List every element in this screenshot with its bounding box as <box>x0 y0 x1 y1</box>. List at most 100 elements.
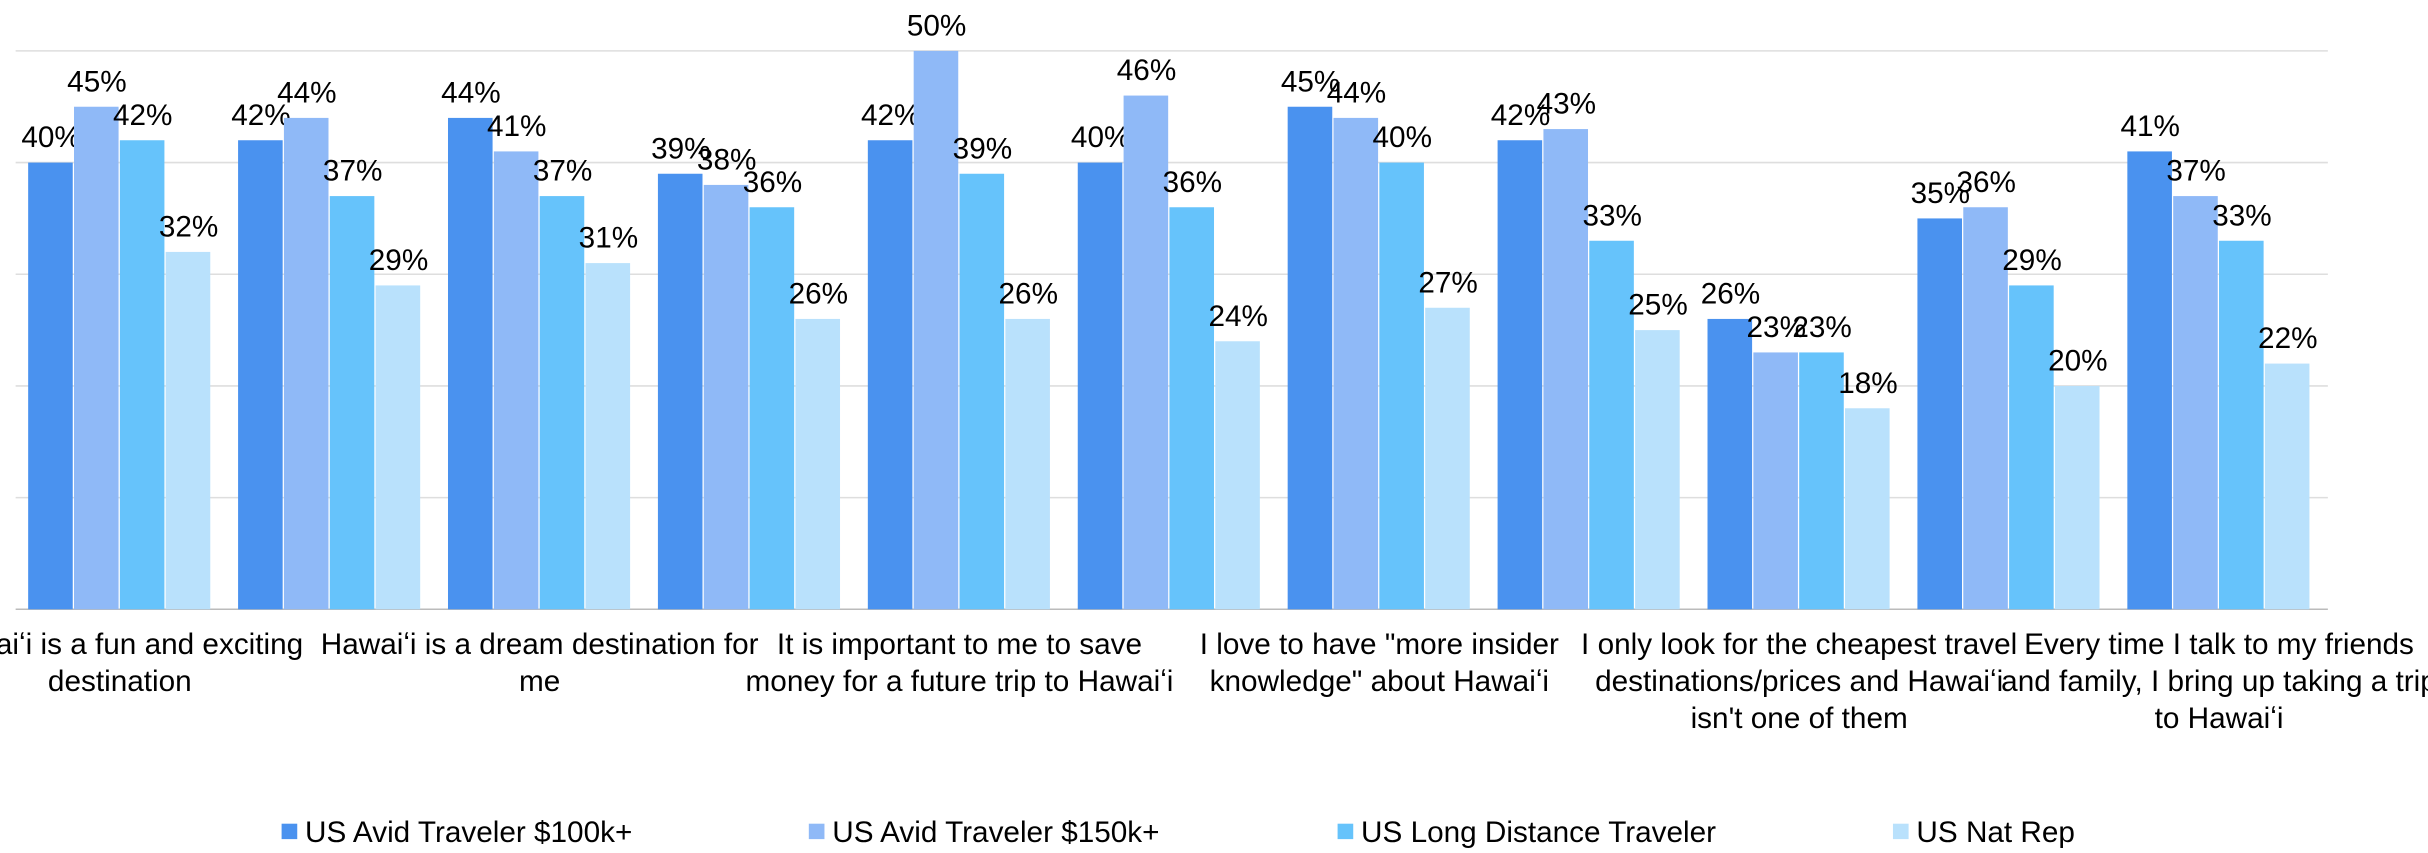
bar <box>375 285 421 610</box>
bar <box>1753 352 1798 610</box>
x-tick-label: Every time I talk to my friends and fami… <box>2001 629 2428 736</box>
data-label: 45% <box>1281 65 1340 98</box>
data-label: 33% <box>1582 200 1641 233</box>
bar <box>1917 218 1963 610</box>
data-label: 33% <box>2212 200 2271 233</box>
bar <box>2173 196 2218 610</box>
data-label: 44% <box>1327 77 1386 110</box>
data-label: 36% <box>743 166 802 199</box>
bar <box>1077 162 1123 610</box>
data-label: 39% <box>651 133 710 166</box>
data-label: 42% <box>1491 99 1550 132</box>
data-label: 42% <box>231 99 290 132</box>
bar <box>1215 341 1260 610</box>
data-label: 38% <box>697 144 756 177</box>
data-label: 41% <box>2121 110 2180 143</box>
data-label: 40% <box>21 121 80 154</box>
bar <box>119 140 165 610</box>
data-label: 25% <box>1628 289 1687 322</box>
bar <box>2054 385 2100 610</box>
bar <box>1799 352 1844 610</box>
bar <box>1005 318 1050 610</box>
data-label: 42% <box>113 99 172 132</box>
data-label: 44% <box>441 77 500 110</box>
data-label: 35% <box>1911 177 1970 210</box>
data-label: 37% <box>2166 155 2225 188</box>
bar <box>447 117 493 610</box>
bar <box>1333 117 1379 610</box>
bar <box>1589 240 1634 610</box>
data-label: 31% <box>579 222 638 255</box>
data-label: 37% <box>533 155 592 188</box>
bar <box>493 151 539 610</box>
x-tick-label: I only look for the cheapest travel dest… <box>1581 629 2018 736</box>
bar <box>585 263 631 610</box>
data-label: 26% <box>789 278 848 311</box>
bar <box>329 196 375 610</box>
bar <box>2009 285 2054 610</box>
bar <box>165 251 211 610</box>
bar <box>2219 240 2264 610</box>
data-label: 40% <box>1373 121 1432 154</box>
data-label: 29% <box>2002 244 2061 277</box>
x-tick-label-box: I love to have "more insider knowledge" … <box>1199 629 1559 699</box>
data-label: 26% <box>1701 278 1760 311</box>
x-tick-label: I love to have "more insider knowledge" … <box>1199 629 1559 699</box>
bar <box>73 106 119 610</box>
x-tick-label-box: Hawaiʻi is a fun and exciting destinatio… <box>0 629 304 699</box>
data-label: 37% <box>323 155 382 188</box>
bar <box>959 173 1005 610</box>
bar <box>795 318 841 610</box>
bar <box>28 162 73 610</box>
data-label: 18% <box>1838 367 1897 400</box>
data-label: 20% <box>2048 345 2107 378</box>
bar <box>2264 363 2310 610</box>
data-label: 44% <box>277 77 336 110</box>
data-label: 36% <box>1163 166 1222 199</box>
bar <box>1123 95 1169 610</box>
x-tick-label: Hawaiʻi is a dream destination for me <box>320 629 759 699</box>
x-tick-label: Hawaiʻi is a fun and exciting destinatio… <box>0 629 304 699</box>
data-label: 23% <box>1747 311 1806 344</box>
data-label: 42% <box>861 99 920 132</box>
data-label: 40% <box>1071 121 1130 154</box>
data-label: 26% <box>999 278 1058 311</box>
data-label: 41% <box>487 110 546 143</box>
data-label: 46% <box>1117 54 1176 87</box>
x-tick-label-box: It is important to me to save money for … <box>746 629 1174 698</box>
bar <box>539 196 585 610</box>
bar <box>1845 408 1890 610</box>
bar <box>1169 207 1215 610</box>
bar <box>1379 162 1424 610</box>
data-label: 23% <box>1792 311 1851 344</box>
bar <box>1635 330 1680 610</box>
data-label: 50% <box>907 10 966 43</box>
data-label: 22% <box>2258 322 2317 355</box>
legend-swatch <box>281 823 298 840</box>
data-label: 39% <box>953 133 1012 166</box>
data-label: 32% <box>159 211 218 244</box>
bar <box>657 173 703 610</box>
data-label: 29% <box>369 244 428 277</box>
x-tick-label-box: I only look for the cheapest travel dest… <box>1581 629 2018 736</box>
legend-label: US Nat Rep <box>1916 816 2075 849</box>
legend-label: US Avid Traveler $100k+ <box>305 816 632 849</box>
bar <box>1287 106 1333 610</box>
x-tick-label-box: Hawaiʻi is a dream destination for me <box>320 629 759 699</box>
data-label: 36% <box>1956 166 2015 199</box>
legend-label: US Long Distance Traveler <box>1361 816 1716 849</box>
data-label: 24% <box>1208 300 1267 333</box>
legend-swatch <box>808 823 825 840</box>
data-label: 45% <box>67 65 126 98</box>
bar <box>1543 129 1589 610</box>
legend-label: US Avid Traveler $150k+ <box>832 816 1159 849</box>
bar <box>867 140 913 610</box>
bar <box>283 117 329 610</box>
legend-swatch <box>1337 823 1354 840</box>
bar <box>2127 151 2172 610</box>
data-label: 43% <box>1537 88 1596 121</box>
bar <box>749 207 795 610</box>
x-tick-label-box: Every time I talk to my friends and fami… <box>2001 629 2428 736</box>
bar <box>1497 140 1543 610</box>
